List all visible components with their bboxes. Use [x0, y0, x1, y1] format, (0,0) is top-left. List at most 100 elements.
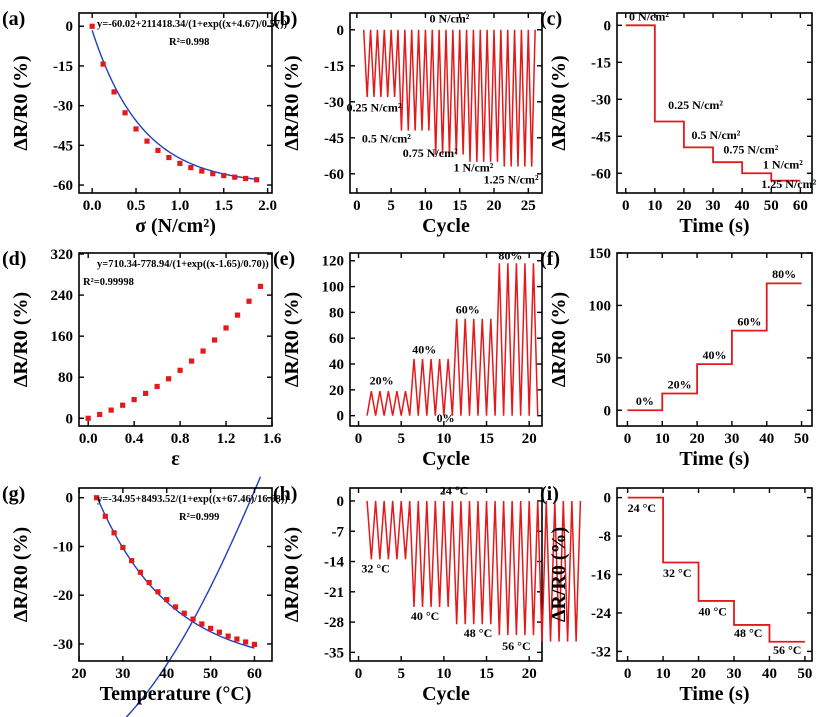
x-axis-label: Cycle: [422, 683, 470, 705]
y-tick-label: -8: [599, 529, 612, 545]
y-axis-label: ΔR/R0 (%): [10, 55, 32, 150]
y-tick-label: -60: [591, 166, 611, 182]
x-tick-label: 60: [793, 198, 808, 214]
x-tick-label: 30: [115, 666, 130, 682]
data-point: [225, 633, 231, 639]
data-point: [207, 625, 214, 631]
panel-label: (b): [273, 8, 297, 30]
y-axis-label: ΔR/R0 (%): [548, 527, 570, 622]
y-tick-label: 20: [329, 383, 344, 399]
x-tick-label: 25: [521, 198, 536, 214]
annotation-label: 32 °C: [361, 561, 389, 575]
data-point: [181, 610, 187, 616]
y-tick-label: 0: [604, 491, 612, 507]
annotation-label: 0.5 N/cm²: [362, 132, 411, 146]
plot-frame: [78, 487, 273, 662]
y-tick-label: -60: [53, 178, 73, 194]
y-tick-label: -20: [53, 588, 73, 604]
annotation-label: 1 N/cm²: [763, 157, 803, 171]
x-tick-label: 10: [647, 198, 662, 214]
annotation-label: 0.75 N/cm²: [403, 146, 458, 160]
data-point: [254, 177, 260, 183]
y-tick-label: 40: [329, 357, 344, 373]
x-tick-label: 60: [247, 666, 262, 682]
panel-d: 0.0 0.4 0.8 1.2 1.6 0 80 160 240 320 ε ΔR/R0 (%) (d)…: [2, 247, 282, 717]
x-tick-label: 0: [355, 431, 363, 447]
data-point: [199, 168, 205, 174]
annotation-label: 40%: [703, 348, 727, 362]
y-tick-label: -45: [324, 131, 344, 147]
annotation-label: 56 °C: [502, 639, 530, 653]
plot-frame: [78, 12, 273, 194]
y-tick-label: -35: [324, 645, 344, 661]
annotation-label: 40 °C: [411, 609, 439, 623]
plot-frame: [616, 252, 813, 427]
data-point: [177, 367, 183, 373]
y-tick-label: 320: [51, 247, 74, 263]
annotation-label: 32 °C: [663, 566, 691, 580]
y-tick-label: -15: [53, 59, 73, 75]
data-point: [257, 283, 264, 289]
y-tick-label: 0: [66, 491, 74, 507]
plot-frame: [349, 12, 543, 194]
y-tick-label: -32: [591, 644, 611, 660]
annotation-label: 24 °C: [628, 501, 656, 515]
y-tick-label: 0: [337, 494, 345, 510]
x-tick-label: 40: [735, 198, 750, 214]
data-point: [155, 589, 161, 595]
annotation-label: 56 °C: [773, 643, 801, 657]
x-tick-label: 1.2: [217, 431, 236, 447]
data-point: [108, 407, 114, 413]
y-tick-label: -15: [591, 55, 611, 71]
annotation-label: 1.25 N/cm²: [761, 177, 816, 191]
data-point: [223, 325, 229, 331]
x-tick-label: 2.0: [258, 198, 277, 214]
x-tick-label: 50: [764, 198, 779, 214]
annotation-label: 20%: [668, 377, 692, 391]
y-tick-label: -28: [324, 615, 344, 631]
y-tick-label: -30: [324, 95, 344, 111]
data-point: [155, 147, 161, 153]
x-tick-label: 1.6: [263, 431, 282, 447]
x-tick-label: 10: [656, 666, 671, 682]
x-tick-label: 40: [159, 666, 174, 682]
data-point: [216, 629, 222, 635]
y-tick-label: -24: [591, 606, 611, 622]
y-axis-label: ΔR/R0 (%): [281, 527, 303, 622]
annotation-label: 24 °C: [440, 483, 468, 497]
x-tick-label: 20: [676, 198, 691, 214]
annotation-label: 60%: [737, 314, 761, 328]
x-tick-label: 20: [522, 431, 537, 447]
data-point: [154, 383, 160, 390]
x-tick-label: 30: [724, 431, 739, 447]
x-tick-label: 40: [759, 431, 774, 447]
y-tick-label: -10: [53, 539, 73, 555]
x-axis-label: Cycle: [422, 448, 470, 470]
data-point: [146, 579, 152, 586]
y-tick-label: 0: [604, 18, 612, 34]
x-axis-label: ε: [171, 448, 180, 470]
x-tick-label: 5: [387, 198, 395, 214]
data-point: [120, 402, 126, 408]
data-point: [221, 172, 227, 179]
data-point: [188, 164, 194, 171]
annotation-label: 0%: [636, 394, 654, 408]
panel-label: (g): [2, 483, 25, 505]
y-tick-label: -45: [591, 129, 611, 145]
x-tick-label: 10: [418, 198, 433, 214]
x-tick-label: 40: [762, 666, 777, 682]
y-tick-label: 150: [589, 246, 612, 262]
data-point: [211, 337, 218, 343]
y-tick-label: 100: [589, 298, 612, 314]
annotation-label: 0 N/cm²: [629, 9, 669, 23]
y-tick-label: 80: [329, 305, 344, 321]
y-tick-label: -60: [324, 167, 344, 183]
x-tick-label: 5: [397, 431, 405, 447]
data-point: [111, 530, 117, 536]
data-point: [246, 298, 252, 304]
x-axis-label: Temperature (°C): [100, 683, 252, 705]
data-point: [243, 175, 249, 182]
r-squared: R²=0.998: [169, 37, 209, 48]
x-tick-label: 50: [203, 666, 218, 682]
x-tick-label: 10: [436, 666, 451, 682]
